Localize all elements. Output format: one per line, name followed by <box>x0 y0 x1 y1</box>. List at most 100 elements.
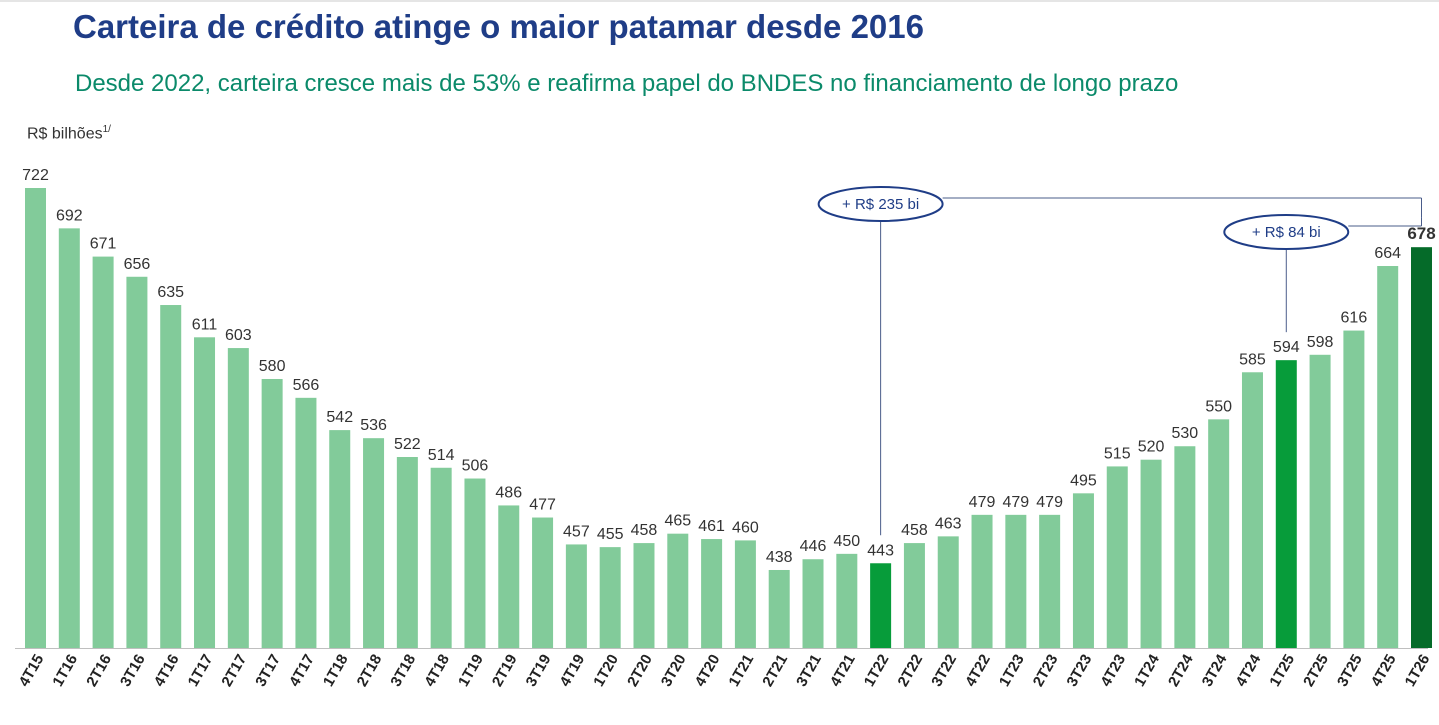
value-label-4T24: 585 <box>1239 351 1266 368</box>
bar-3T16 <box>126 276 148 648</box>
value-label-3T22: 463 <box>935 515 962 532</box>
tick-label-2T25: 2T25 <box>1300 651 1332 689</box>
bar-2T22 <box>903 543 925 648</box>
bar-1T24 <box>1140 459 1162 648</box>
tick-label-4T19: 4T19 <box>556 651 588 689</box>
bar-4T22 <box>971 514 993 648</box>
tick-label-2T22: 2T22 <box>895 651 927 689</box>
value-label-2T20: 458 <box>631 522 658 539</box>
tick-label-3T22: 3T22 <box>928 651 960 689</box>
tick-label-2T23: 2T23 <box>1030 651 1062 689</box>
tick-label-4T15: 4T15 <box>16 651 48 689</box>
bar-1T19 <box>464 478 486 648</box>
bar-1T16 <box>58 228 80 648</box>
bar-3T20 <box>667 533 689 648</box>
unit-label-text: R$ bilhões <box>27 125 103 143</box>
tick-label-3T23: 3T23 <box>1064 651 1096 689</box>
tick-label-4T25: 4T25 <box>1368 651 1400 689</box>
value-label-4T20: 461 <box>698 518 725 535</box>
unit-label: R$ bilhões1/ <box>27 124 111 143</box>
tick-label-2T21: 2T21 <box>759 651 791 689</box>
value-label-1T16: 692 <box>56 207 83 224</box>
bar-3T17 <box>261 378 283 648</box>
bar-2T21 <box>768 569 790 648</box>
bar-2T20 <box>633 543 655 648</box>
tick-label-1T17: 1T17 <box>185 651 217 689</box>
bar-3T18 <box>396 457 418 648</box>
tick-label-3T24: 3T24 <box>1199 651 1231 690</box>
value-label-3T18: 522 <box>394 436 421 453</box>
bar-2T19 <box>498 505 520 648</box>
tick-label-4T21: 4T21 <box>827 651 859 689</box>
value-label-1T26: 678 <box>1407 224 1435 243</box>
value-label-4T25: 664 <box>1374 245 1401 262</box>
bar-1T21 <box>734 540 756 648</box>
unit-footnote: 1/ <box>102 124 111 135</box>
value-label-4T15: 722 <box>22 167 49 184</box>
tick-label-1T18: 1T18 <box>320 651 352 689</box>
tick-label-1T20: 1T20 <box>590 651 622 689</box>
value-label-4T16: 635 <box>157 284 184 301</box>
bar-2T16 <box>92 256 114 648</box>
value-label-1T24: 520 <box>1138 439 1165 456</box>
bar-1T22 <box>870 563 892 648</box>
value-label-2T22: 458 <box>901 522 928 539</box>
tick-label-2T20: 2T20 <box>624 651 656 689</box>
tick-label-4T22: 4T22 <box>962 651 994 689</box>
page-title: Carteira de crédito atinge o maior patam… <box>73 8 924 45</box>
tick-label-4T20: 4T20 <box>692 651 724 689</box>
value-label-2T17: 603 <box>225 327 252 344</box>
bar-3T19 <box>532 517 554 648</box>
bar-4T15 <box>25 188 46 648</box>
bar-2T25 <box>1309 354 1331 648</box>
value-label-2T18: 536 <box>360 417 387 434</box>
value-label-1T20: 455 <box>597 526 624 543</box>
value-label-3T17: 580 <box>259 358 286 375</box>
tick-label-2T18: 2T18 <box>354 651 386 689</box>
tick-label-1T23: 1T23 <box>996 651 1028 689</box>
value-label-2T25: 598 <box>1307 334 1334 351</box>
tick-label-1T25: 1T25 <box>1266 651 1298 689</box>
annotation-1T22-1T26-ellipse <box>817 186 944 222</box>
tick-label-3T19: 3T19 <box>523 651 555 689</box>
value-label-2T16: 671 <box>90 236 117 253</box>
bar-3T24 <box>1208 419 1230 648</box>
tick-label-1T24: 1T24 <box>1131 651 1163 690</box>
bar-3T22 <box>937 536 959 648</box>
bar-2T23 <box>1039 514 1061 648</box>
bar-1T18 <box>329 430 351 648</box>
bar-4T20 <box>701 539 723 648</box>
tick-label-2T19: 2T19 <box>489 651 521 689</box>
value-label-2T23: 479 <box>1036 494 1063 511</box>
value-label-4T19: 457 <box>563 523 590 540</box>
tick-label-4T24: 4T24 <box>1233 651 1265 690</box>
bar-4T18 <box>430 467 452 648</box>
value-label-1T25: 594 <box>1273 339 1300 356</box>
tick-label-3T20: 3T20 <box>658 651 690 689</box>
value-label-1T23: 479 <box>1002 494 1029 511</box>
annotation-1T25-1T26-text: + R$ 84 bi <box>1252 224 1321 241</box>
tick-label-1T16: 1T16 <box>49 651 81 689</box>
bar-1T20 <box>599 547 621 648</box>
bar-3T25 <box>1343 330 1365 648</box>
annotation-1T22-1T26-text: + R$ 235 bi <box>842 196 919 213</box>
value-label-3T25: 616 <box>1341 310 1368 327</box>
bar-1T23 <box>1005 514 1027 648</box>
tick-label-3T17: 3T17 <box>252 651 284 689</box>
bar-4T23 <box>1106 466 1128 648</box>
bar-2T17 <box>227 348 249 648</box>
value-label-3T24: 550 <box>1205 398 1232 415</box>
bar-4T16 <box>160 305 182 648</box>
tick-label-1T21: 1T21 <box>725 651 757 689</box>
tick-label-3T16: 3T16 <box>117 651 149 689</box>
bar-2T18 <box>363 438 385 648</box>
value-label-4T21: 450 <box>833 533 860 550</box>
bar-3T21 <box>802 559 824 648</box>
bar-1T17 <box>194 337 216 648</box>
value-label-3T16: 656 <box>124 256 151 273</box>
annotation-1T25-1T26-ellipse <box>1223 214 1350 250</box>
tick-label-4T18: 4T18 <box>421 651 453 689</box>
tick-label-1T26: 1T26 <box>1402 651 1434 689</box>
tick-label-4T17: 4T17 <box>286 651 318 689</box>
tick-label-2T24: 2T24 <box>1165 651 1197 690</box>
